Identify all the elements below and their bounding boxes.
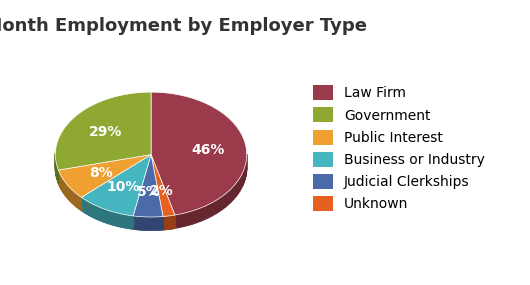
- Polygon shape: [83, 199, 84, 212]
- Polygon shape: [179, 213, 184, 227]
- Polygon shape: [110, 211, 111, 224]
- Polygon shape: [82, 198, 83, 211]
- Polygon shape: [244, 166, 245, 183]
- Polygon shape: [119, 213, 120, 227]
- Polygon shape: [122, 214, 123, 227]
- Polygon shape: [102, 208, 103, 221]
- Polygon shape: [123, 214, 124, 228]
- Polygon shape: [112, 211, 113, 225]
- Polygon shape: [231, 186, 233, 202]
- Polygon shape: [93, 204, 94, 218]
- Polygon shape: [103, 208, 104, 222]
- Polygon shape: [212, 201, 216, 216]
- Polygon shape: [151, 154, 175, 217]
- Polygon shape: [127, 215, 128, 228]
- Text: 46%: 46%: [191, 143, 225, 157]
- Polygon shape: [78, 195, 79, 209]
- Polygon shape: [237, 178, 240, 194]
- Text: 29%: 29%: [89, 125, 122, 139]
- Polygon shape: [118, 213, 119, 227]
- Polygon shape: [99, 207, 100, 221]
- Polygon shape: [98, 206, 99, 220]
- Polygon shape: [219, 196, 222, 211]
- Polygon shape: [113, 212, 114, 225]
- Polygon shape: [91, 203, 92, 217]
- Polygon shape: [96, 205, 97, 219]
- Polygon shape: [89, 202, 90, 215]
- Polygon shape: [243, 170, 244, 186]
- Polygon shape: [222, 194, 225, 209]
- Polygon shape: [105, 209, 107, 223]
- Polygon shape: [128, 215, 129, 229]
- Polygon shape: [131, 216, 132, 229]
- Polygon shape: [216, 198, 219, 214]
- Polygon shape: [197, 208, 201, 223]
- Polygon shape: [129, 215, 130, 229]
- Polygon shape: [104, 209, 105, 223]
- Polygon shape: [245, 164, 246, 180]
- Polygon shape: [109, 211, 110, 224]
- Polygon shape: [94, 205, 95, 218]
- Polygon shape: [233, 184, 236, 200]
- Polygon shape: [236, 181, 237, 197]
- Polygon shape: [81, 154, 151, 216]
- Polygon shape: [111, 211, 112, 225]
- Polygon shape: [125, 215, 126, 228]
- Polygon shape: [188, 211, 192, 225]
- Polygon shape: [205, 205, 208, 219]
- Polygon shape: [151, 92, 246, 215]
- Polygon shape: [120, 214, 121, 227]
- Polygon shape: [107, 210, 108, 223]
- Polygon shape: [184, 212, 188, 226]
- Polygon shape: [124, 215, 125, 228]
- Polygon shape: [132, 216, 133, 229]
- Legend: Law Firm, Government, Public Interest, Business or Industry, Judicial Clerkships: Law Firm, Government, Public Interest, B…: [309, 81, 489, 215]
- Polygon shape: [87, 201, 88, 215]
- Polygon shape: [79, 196, 80, 209]
- Polygon shape: [228, 189, 231, 205]
- Polygon shape: [208, 203, 212, 218]
- Polygon shape: [201, 206, 205, 221]
- Polygon shape: [58, 154, 151, 197]
- Polygon shape: [88, 201, 89, 215]
- Polygon shape: [240, 175, 241, 191]
- Polygon shape: [126, 215, 127, 228]
- Polygon shape: [175, 214, 179, 228]
- Polygon shape: [85, 200, 86, 213]
- Polygon shape: [116, 213, 117, 226]
- Polygon shape: [95, 205, 96, 219]
- Polygon shape: [56, 92, 151, 170]
- Text: 5%: 5%: [137, 185, 161, 199]
- Polygon shape: [86, 201, 87, 214]
- Text: 10%: 10%: [107, 180, 140, 194]
- Polygon shape: [90, 203, 91, 216]
- Polygon shape: [97, 206, 98, 219]
- Polygon shape: [81, 197, 82, 211]
- Polygon shape: [92, 203, 93, 217]
- Polygon shape: [241, 172, 243, 188]
- Text: 8%: 8%: [89, 166, 113, 180]
- Polygon shape: [225, 192, 228, 207]
- Polygon shape: [117, 213, 118, 226]
- Polygon shape: [133, 154, 163, 217]
- Polygon shape: [84, 199, 85, 213]
- Polygon shape: [121, 214, 122, 227]
- Text: 10-Month Employment by Employer Type: 10-Month Employment by Employer Type: [0, 17, 367, 35]
- Polygon shape: [57, 166, 58, 181]
- Polygon shape: [192, 209, 197, 224]
- Polygon shape: [114, 212, 116, 226]
- Polygon shape: [80, 197, 81, 210]
- Ellipse shape: [56, 105, 246, 230]
- Polygon shape: [130, 215, 131, 229]
- Text: 2%: 2%: [150, 184, 174, 198]
- Polygon shape: [101, 208, 102, 221]
- Polygon shape: [108, 210, 109, 224]
- Polygon shape: [100, 207, 101, 221]
